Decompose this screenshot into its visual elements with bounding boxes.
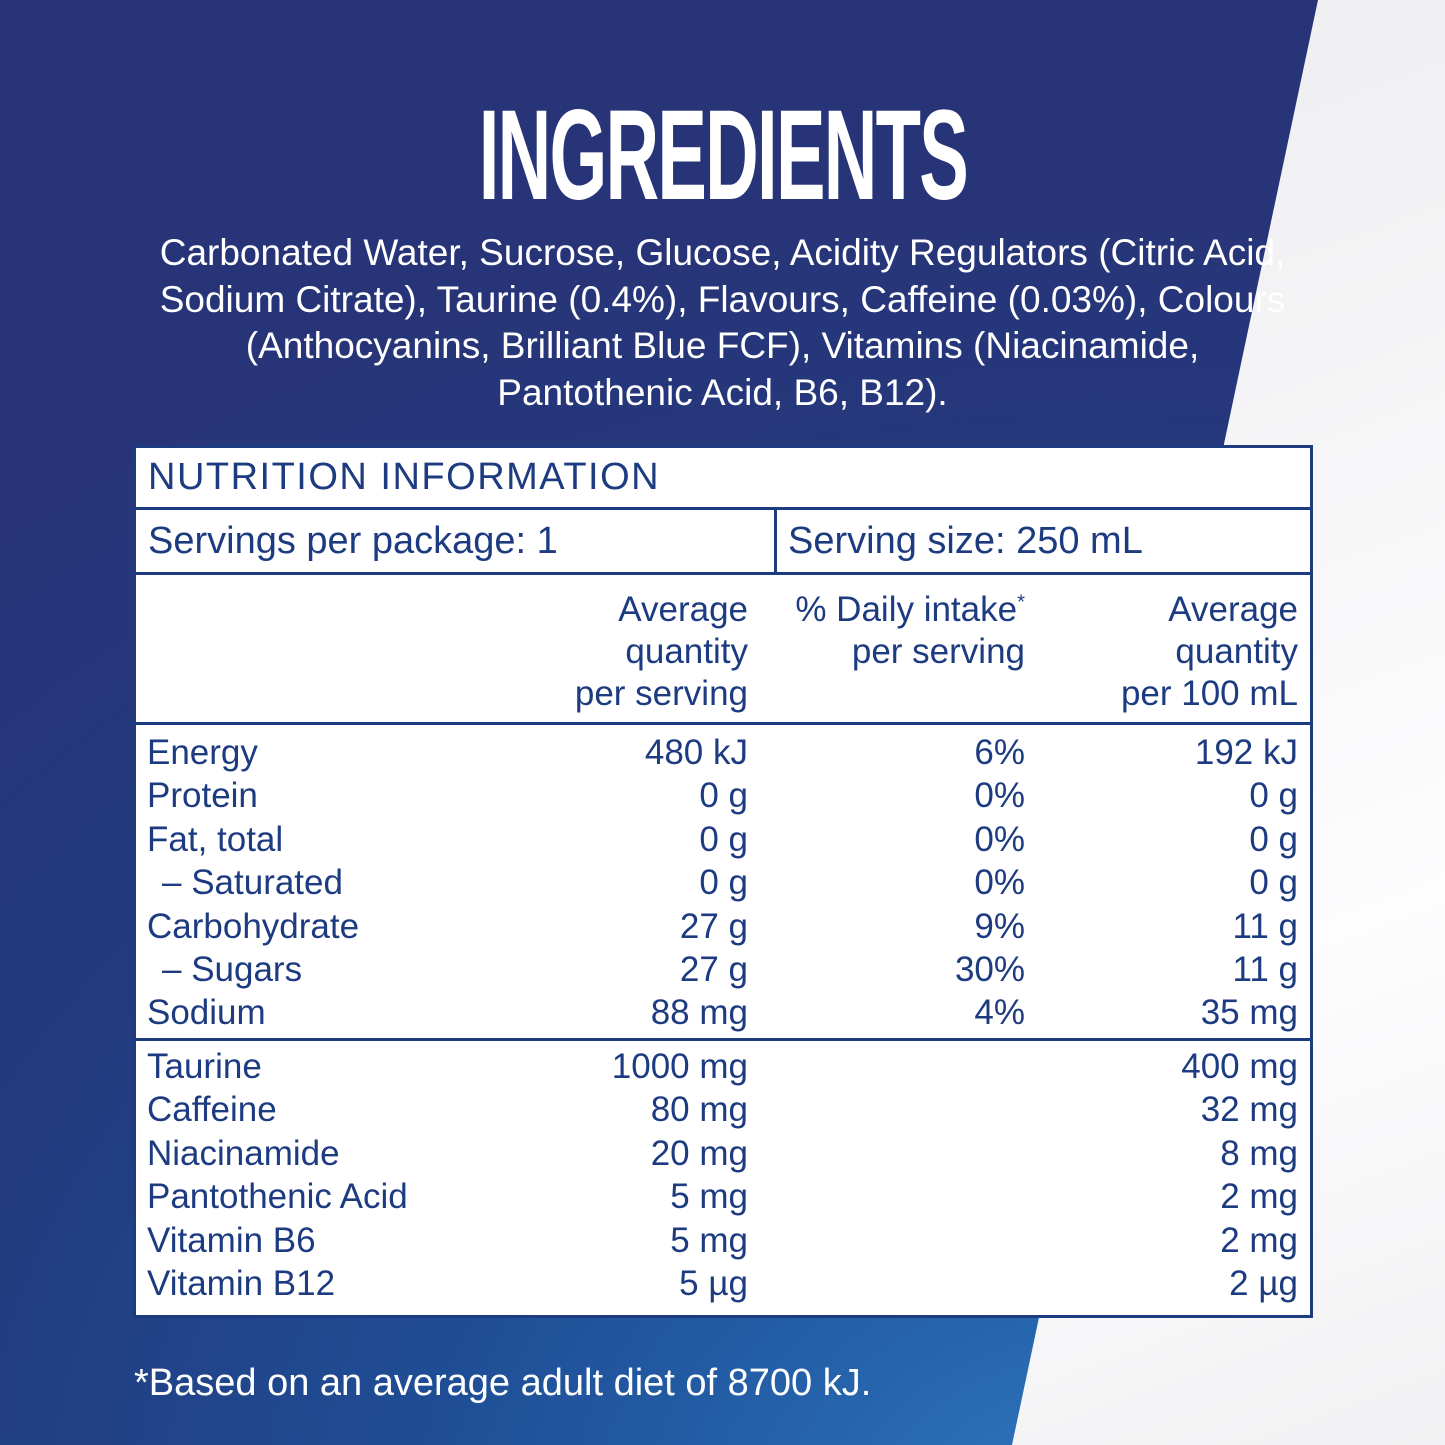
nutrient-name-cell: – Sugars — [162, 950, 303, 990]
avg-quantity-per-100ml-cell: 0 g — [1249, 819, 1298, 859]
avg-quantity-per-100ml-cell: 192 kJ — [1194, 733, 1298, 772]
nutrient-name-cell: Energy — [147, 733, 258, 772]
ingredients-line: Pantothenic Acid, B6, B12). — [497, 371, 948, 413]
nutrient-name-cell: Niacinamide — [147, 1133, 340, 1173]
table-row: Taurine 1000 mg 400 mg — [136, 1045, 1310, 1088]
supplements-section: Taurine 1000 mg 400 mg Caffeine 80 mg 32… — [136, 1041, 1310, 1315]
nutrient-name-cell: Vitamin B6 — [147, 1220, 316, 1260]
nutrition-information-table: NUTRITION INFORMATION Servings per packa… — [133, 445, 1313, 1318]
avg-quantity-per-serving-cell: 5 mg — [670, 1220, 748, 1260]
servings-row: Servings per package: 1 Serving size: 25… — [136, 510, 1310, 575]
avg-quantity-per-serving-cell: 5 mg — [670, 1177, 748, 1217]
ingredients-list: Carbonated Water, Sucrose, Glucose, Acid… — [0, 230, 1445, 416]
servings-per-package: Servings per package: 1 — [136, 510, 777, 572]
table-row: Carbohydrate 27 g 9% 11 g — [136, 905, 1310, 948]
avg-quantity-per-serving-cell: 1000 mg — [611, 1047, 748, 1086]
nutrient-name-cell: Pantothenic Acid — [147, 1177, 408, 1217]
table-row: – Sugars 27 g 30% 11 g — [136, 948, 1310, 991]
table-row: Fat, total 0 g 0% 0 g — [136, 818, 1310, 861]
daily-intake-percent-cell — [748, 1175, 1030, 1218]
table-row: Protein 0 g 0% 0 g — [136, 774, 1310, 817]
table-row: Vitamin B12 5 µg 2 µg — [136, 1262, 1310, 1305]
daily-intake-percent-cell: 0% — [974, 776, 1025, 816]
daily-intake-percent-cell: 30% — [954, 950, 1025, 990]
daily-intake-percent-cell: 0% — [974, 819, 1025, 859]
avg-quantity-per-100ml-cell: 35 mg — [1200, 993, 1298, 1033]
ingredients-heading-text: INGREDIENTS — [478, 84, 968, 227]
avg-quantity-per-serving-cell: 27 g — [679, 906, 748, 946]
nutrients-section: Energy 480 kJ 6% 192 kJ Protein 0 g 0% 0… — [136, 725, 1310, 1041]
avg-quantity-per-100ml-cell: 11 g — [1232, 906, 1298, 946]
column-header-avg-per-100ml: Average quantity per 100 mL — [1120, 590, 1298, 713]
avg-quantity-per-serving-cell: 88 mg — [650, 993, 748, 1033]
column-header-daily-intake: % Daily intake* per serving — [795, 590, 1025, 671]
nutrient-name-cell: Protein — [147, 776, 258, 816]
avg-quantity-per-serving-cell: 0 g — [699, 819, 748, 859]
daily-intake-percent-cell: 4% — [974, 993, 1025, 1033]
ingredients-line: Sodium Citrate), Taurine (0.4%), Flavour… — [159, 278, 1286, 320]
column-header-avg-per-serving: Average quantity per serving — [574, 590, 748, 713]
avg-quantity-per-100ml-cell: 0 g — [1249, 863, 1298, 903]
avg-quantity-per-100ml-cell: 400 mg — [1181, 1047, 1298, 1086]
avg-quantity-per-serving-cell: 20 mg — [650, 1133, 748, 1173]
avg-quantity-per-serving-cell: 0 g — [699, 863, 748, 903]
nutrient-name-cell: Taurine — [147, 1047, 262, 1086]
avg-quantity-per-serving-cell: 5 µg — [679, 1264, 748, 1304]
serving-size: Serving size: 250 mL — [788, 519, 1143, 562]
daily-intake-percent-cell — [748, 1132, 1030, 1175]
avg-quantity-per-100ml-cell: 0 g — [1249, 776, 1298, 816]
column-headers-row: Average quantity per serving % Daily int… — [136, 575, 1310, 725]
daily-intake-percent-cell: 6% — [974, 733, 1025, 772]
avg-quantity-per-serving-cell: 27 g — [679, 950, 748, 990]
nutrient-name-cell: Fat, total — [147, 819, 284, 859]
table-row: – Saturated 0 g 0% 0 g — [136, 861, 1310, 904]
avg-quantity-per-100ml-cell: 2 µg — [1229, 1264, 1298, 1304]
nutrient-name-cell: Sodium — [147, 993, 266, 1033]
ingredients-heading: INGREDIENTS — [0, 92, 1445, 220]
avg-quantity-per-serving-cell: 80 mg — [650, 1090, 748, 1130]
daily-intake-percent-cell: 9% — [974, 906, 1025, 946]
avg-quantity-per-serving-cell: 0 g — [699, 776, 748, 816]
daily-intake-footnote: *Based on an average adult diet of 8700 … — [134, 1362, 872, 1404]
table-row: Pantothenic Acid 5 mg 2 mg — [136, 1175, 1310, 1218]
avg-quantity-per-100ml-cell: 2 mg — [1220, 1220, 1298, 1260]
avg-quantity-per-100ml-cell: 11 g — [1232, 950, 1298, 990]
ingredients-line: (Anthocyanins, Brilliant Blue FCF), Vita… — [245, 325, 1200, 366]
daily-intake-percent-cell — [748, 1088, 1030, 1131]
avg-quantity-per-100ml-cell: 8 mg — [1220, 1133, 1298, 1173]
nutrient-name-cell: – Saturated — [162, 863, 343, 903]
nutrition-table-title: NUTRITION INFORMATION — [136, 448, 1310, 510]
nutrient-name-cell: Carbohydrate — [147, 906, 360, 946]
daily-intake-percent-cell — [748, 1262, 1030, 1305]
footnote-asterisk: * — [1017, 591, 1025, 614]
avg-quantity-per-100ml-cell: 32 mg — [1200, 1090, 1298, 1130]
table-row: Caffeine 80 mg 32 mg — [136, 1088, 1310, 1131]
nutrient-name-cell: Caffeine — [147, 1090, 277, 1130]
avg-quantity-per-100ml-cell: 2 mg — [1220, 1177, 1298, 1217]
daily-intake-percent-cell — [748, 1045, 1030, 1088]
daily-intake-percent-cell: 0% — [974, 863, 1025, 903]
table-row: Vitamin B6 5 mg 2 mg — [136, 1219, 1310, 1262]
table-row: Energy 480 kJ 6% 192 kJ — [136, 731, 1310, 774]
avg-quantity-per-serving-cell: 480 kJ — [644, 733, 748, 772]
table-row: Niacinamide 20 mg 8 mg — [136, 1132, 1310, 1175]
ingredients-line: Carbonated Water, Sucrose, Glucose, Acid… — [159, 232, 1286, 273]
daily-intake-percent-cell — [748, 1219, 1030, 1262]
column-header-spacer — [136, 589, 420, 722]
table-row: Sodium 88 mg 4% 35 mg — [136, 991, 1310, 1034]
nutrient-name-cell: Vitamin B12 — [147, 1264, 336, 1304]
